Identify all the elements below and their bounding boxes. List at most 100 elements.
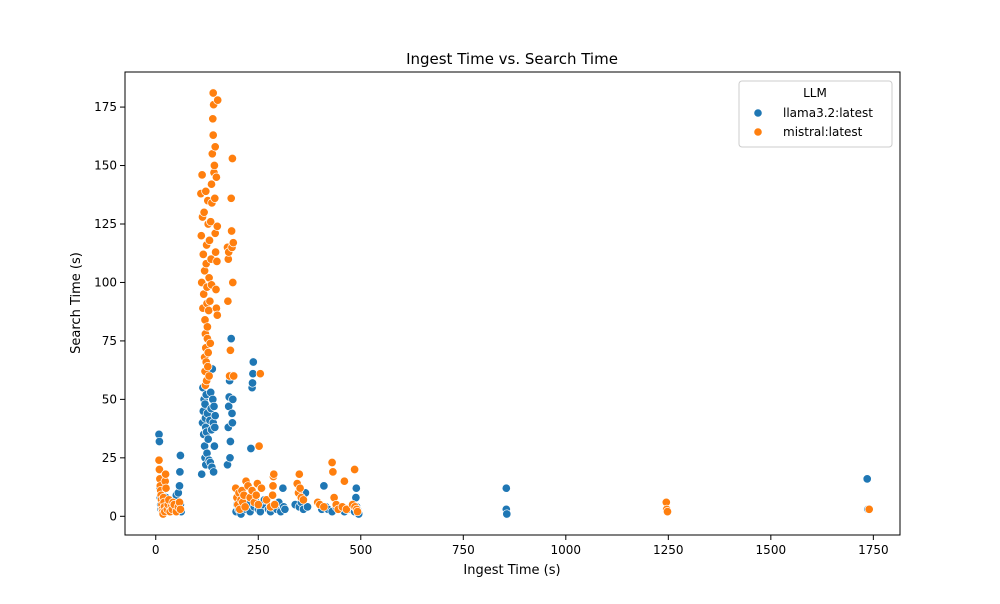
data-point-llama-22 [174, 481, 185, 491]
x-tick-label: 750 [452, 543, 475, 557]
y-tick-label: 175 [94, 100, 117, 114]
data-point-mistral-126 [268, 481, 278, 491]
data-point-mistral-117 [251, 490, 261, 500]
data-point-mistral-16 [161, 469, 171, 479]
data-point-mistral-94 [225, 345, 235, 355]
x-tick-label: 0 [152, 543, 160, 557]
data-point-llama-55 [209, 401, 219, 411]
x-tick-label: 500 [349, 543, 372, 557]
legend-label-llama: llama3.2:latest [783, 106, 873, 120]
data-point-mistral-129 [270, 500, 280, 510]
data-point-mistral-119 [253, 500, 263, 510]
data-point-mistral-111 [240, 502, 250, 512]
data-point-mistral-78 [210, 142, 220, 152]
y-axis-label: Search Time (s) [69, 252, 84, 354]
data-point-mistral-72 [208, 88, 218, 98]
data-point-mistral-123 [261, 495, 272, 505]
data-point-mistral-89 [223, 296, 233, 306]
data-point-mistral-29 [175, 504, 185, 514]
data-point-mistral-145 [339, 476, 349, 486]
x-tick-label: 250 [247, 543, 270, 557]
data-point-llama-70 [227, 418, 237, 428]
data-point-mistral-54 [202, 322, 212, 332]
data-point-mistral-148 [350, 464, 360, 475]
data-point-mistral-76 [209, 160, 219, 171]
data-point-mistral-121 [255, 369, 265, 379]
data-point-mistral-0 [154, 455, 164, 465]
data-point-llama-103 [280, 504, 290, 514]
data-point-mistral-138 [319, 502, 329, 512]
data-point-mistral-68 [206, 179, 217, 189]
y-tick-label: 150 [94, 159, 117, 173]
data-point-mistral-95 [226, 193, 236, 203]
legend-label-mistral: mistral:latest [783, 125, 863, 139]
data-point-llama-87 [248, 357, 258, 367]
data-point-mistral-55 [203, 362, 213, 372]
data-point-llama-56 [209, 441, 219, 451]
x-tick-label: 1500 [756, 543, 787, 557]
axes-frame [124, 71, 901, 536]
data-point-mistral-101 [229, 371, 239, 381]
data-point-mistral-96 [227, 226, 237, 236]
x-axis-ticks: 0 250 500 750 1000 1250 1500 1750 [152, 535, 889, 557]
y-tick-label: 75 [102, 334, 117, 348]
data-point-mistral-45 [201, 186, 211, 196]
data-point-llama-130 [862, 474, 872, 484]
legend-marker-mistral [753, 127, 763, 137]
data-point-mistral-71 [208, 114, 218, 124]
data-point-mistral-100 [228, 238, 238, 248]
data-point-llama-85 [247, 378, 258, 388]
data-point-llama-109 [302, 502, 313, 512]
data-point-mistral-139 [327, 457, 337, 468]
data-point-mistral-155 [864, 504, 874, 514]
y-tick-label: 25 [102, 451, 117, 465]
data-point-mistral-154 [662, 507, 673, 517]
data-point-mistral-77 [210, 193, 220, 203]
chart-title: Ingest Time vs. Search Time [406, 50, 618, 68]
y-tick-label: 50 [102, 392, 117, 406]
data-point-mistral-87 [213, 95, 223, 105]
data-point-llama-101 [278, 483, 288, 493]
data-point-mistral-84 [212, 256, 222, 266]
y-tick-label: 0 [109, 509, 117, 523]
data-point-llama-54 [209, 467, 219, 477]
data-point-mistral-31 [196, 231, 206, 241]
data-point-mistral-61 [204, 371, 214, 381]
data-point-llama-27 [197, 469, 207, 479]
data-point-llama-83 [246, 443, 256, 454]
data-point-llama-43 [203, 434, 213, 444]
data-point-llama-1 [154, 436, 164, 447]
data-point-mistral-38 [199, 207, 209, 217]
data-point-mistral-120 [254, 441, 264, 451]
data-point-mistral-80 [211, 247, 221, 257]
data-point-llama-65 [225, 436, 235, 447]
data-point-llama-34 [200, 399, 210, 409]
data-point-mistral-36 [198, 249, 208, 259]
legend-title: LLM [803, 86, 827, 100]
data-point-mistral-128 [269, 469, 279, 479]
legend-marker-llama [753, 108, 763, 118]
data-point-mistral-135 [298, 495, 308, 505]
data-point-mistral-151 [352, 507, 363, 517]
data-points [154, 88, 874, 519]
x-tick-label: 1250 [653, 543, 684, 557]
x-axis-label: Ingest Time (s) [463, 563, 560, 578]
data-point-llama-112 [319, 481, 329, 491]
data-point-mistral-1 [154, 464, 164, 475]
data-point-mistral-98 [227, 153, 237, 164]
data-point-mistral-133 [295, 483, 305, 493]
data-point-llama-69 [227, 408, 237, 418]
y-tick-label: 125 [94, 217, 117, 231]
legend: LLM llama3.2:latest mistral:latest [738, 80, 893, 148]
data-point-mistral-33 [197, 170, 207, 180]
data-point-mistral-146 [341, 504, 351, 514]
x-tick-label: 1000 [551, 543, 582, 557]
data-point-mistral-86 [212, 310, 222, 320]
y-tick-label: 100 [94, 275, 117, 289]
data-point-mistral-17 [161, 483, 171, 493]
data-point-mistral-85 [212, 221, 222, 231]
data-point-mistral-122 [256, 483, 267, 493]
data-point-mistral-62 [204, 235, 215, 245]
